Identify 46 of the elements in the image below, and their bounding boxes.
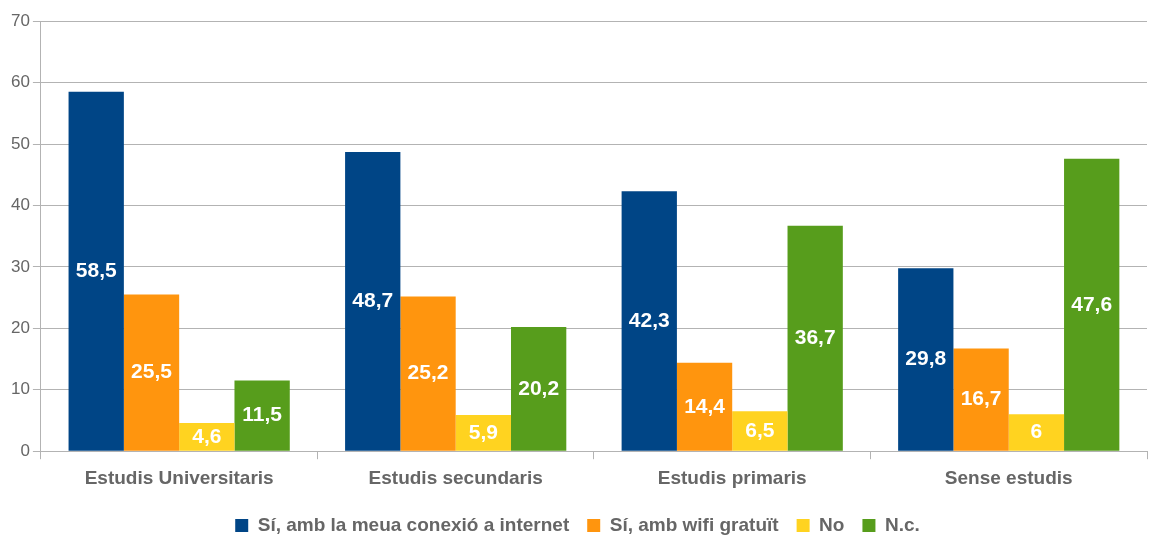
- data-label: 25,2: [407, 360, 449, 384]
- data-label: 47,6: [1071, 291, 1113, 315]
- x-tick-label: Estudis primaris: [657, 466, 807, 488]
- x-tick-label: Estudis Universitaris: [84, 466, 274, 488]
- bar: [511, 327, 567, 451]
- y-tick-label: 10: [10, 379, 30, 399]
- data-label: 25,5: [131, 359, 173, 383]
- bar: [1008, 414, 1065, 451]
- data-label: 6: [1030, 419, 1043, 443]
- data-label: 16,7: [960, 386, 1002, 410]
- bar: [234, 380, 290, 451]
- bar: [345, 152, 401, 451]
- legend-label: No: [819, 513, 845, 535]
- bar: [400, 296, 456, 451]
- data-label: 48,7: [352, 288, 394, 312]
- bar: [787, 225, 843, 451]
- y-tick-label: 20: [10, 318, 30, 338]
- bar: [68, 91, 124, 451]
- data-label: 6,5: [745, 417, 775, 441]
- bar: [123, 294, 180, 451]
- legend-label: Sí, amb wifi gratuït: [609, 513, 780, 535]
- legend-label: N.c.: [884, 513, 920, 535]
- bar: [953, 348, 1009, 451]
- bar: [676, 362, 733, 451]
- bar: [732, 411, 788, 451]
- y-tick-label: 30: [10, 256, 30, 276]
- x-tick-label: Estudis secundaris: [368, 466, 543, 488]
- x-tick-label: Sense estudis: [944, 466, 1073, 488]
- data-label: 4,6: [192, 423, 222, 447]
- data-label: 42,3: [628, 307, 670, 331]
- data-label: 14,4: [684, 393, 726, 417]
- bar: [898, 268, 954, 451]
- data-label: 58,5: [75, 258, 117, 282]
- y-tick-label: 60: [10, 72, 30, 92]
- bar: [621, 191, 677, 451]
- bar: [1064, 158, 1120, 451]
- data-label: 36,7: [794, 325, 836, 349]
- data-label: 29,8: [905, 346, 947, 370]
- y-tick-label: 40: [10, 195, 30, 215]
- data-label: 20,2: [518, 375, 560, 399]
- data-label: 11,5: [242, 402, 283, 426]
- data-label: 5,9: [468, 419, 498, 443]
- y-tick-label: 50: [10, 133, 30, 153]
- legend-label: Sí, amb la meua conexió a internet: [257, 513, 570, 535]
- y-tick-label: 0: [20, 440, 30, 460]
- y-tick-label: 70: [10, 10, 30, 30]
